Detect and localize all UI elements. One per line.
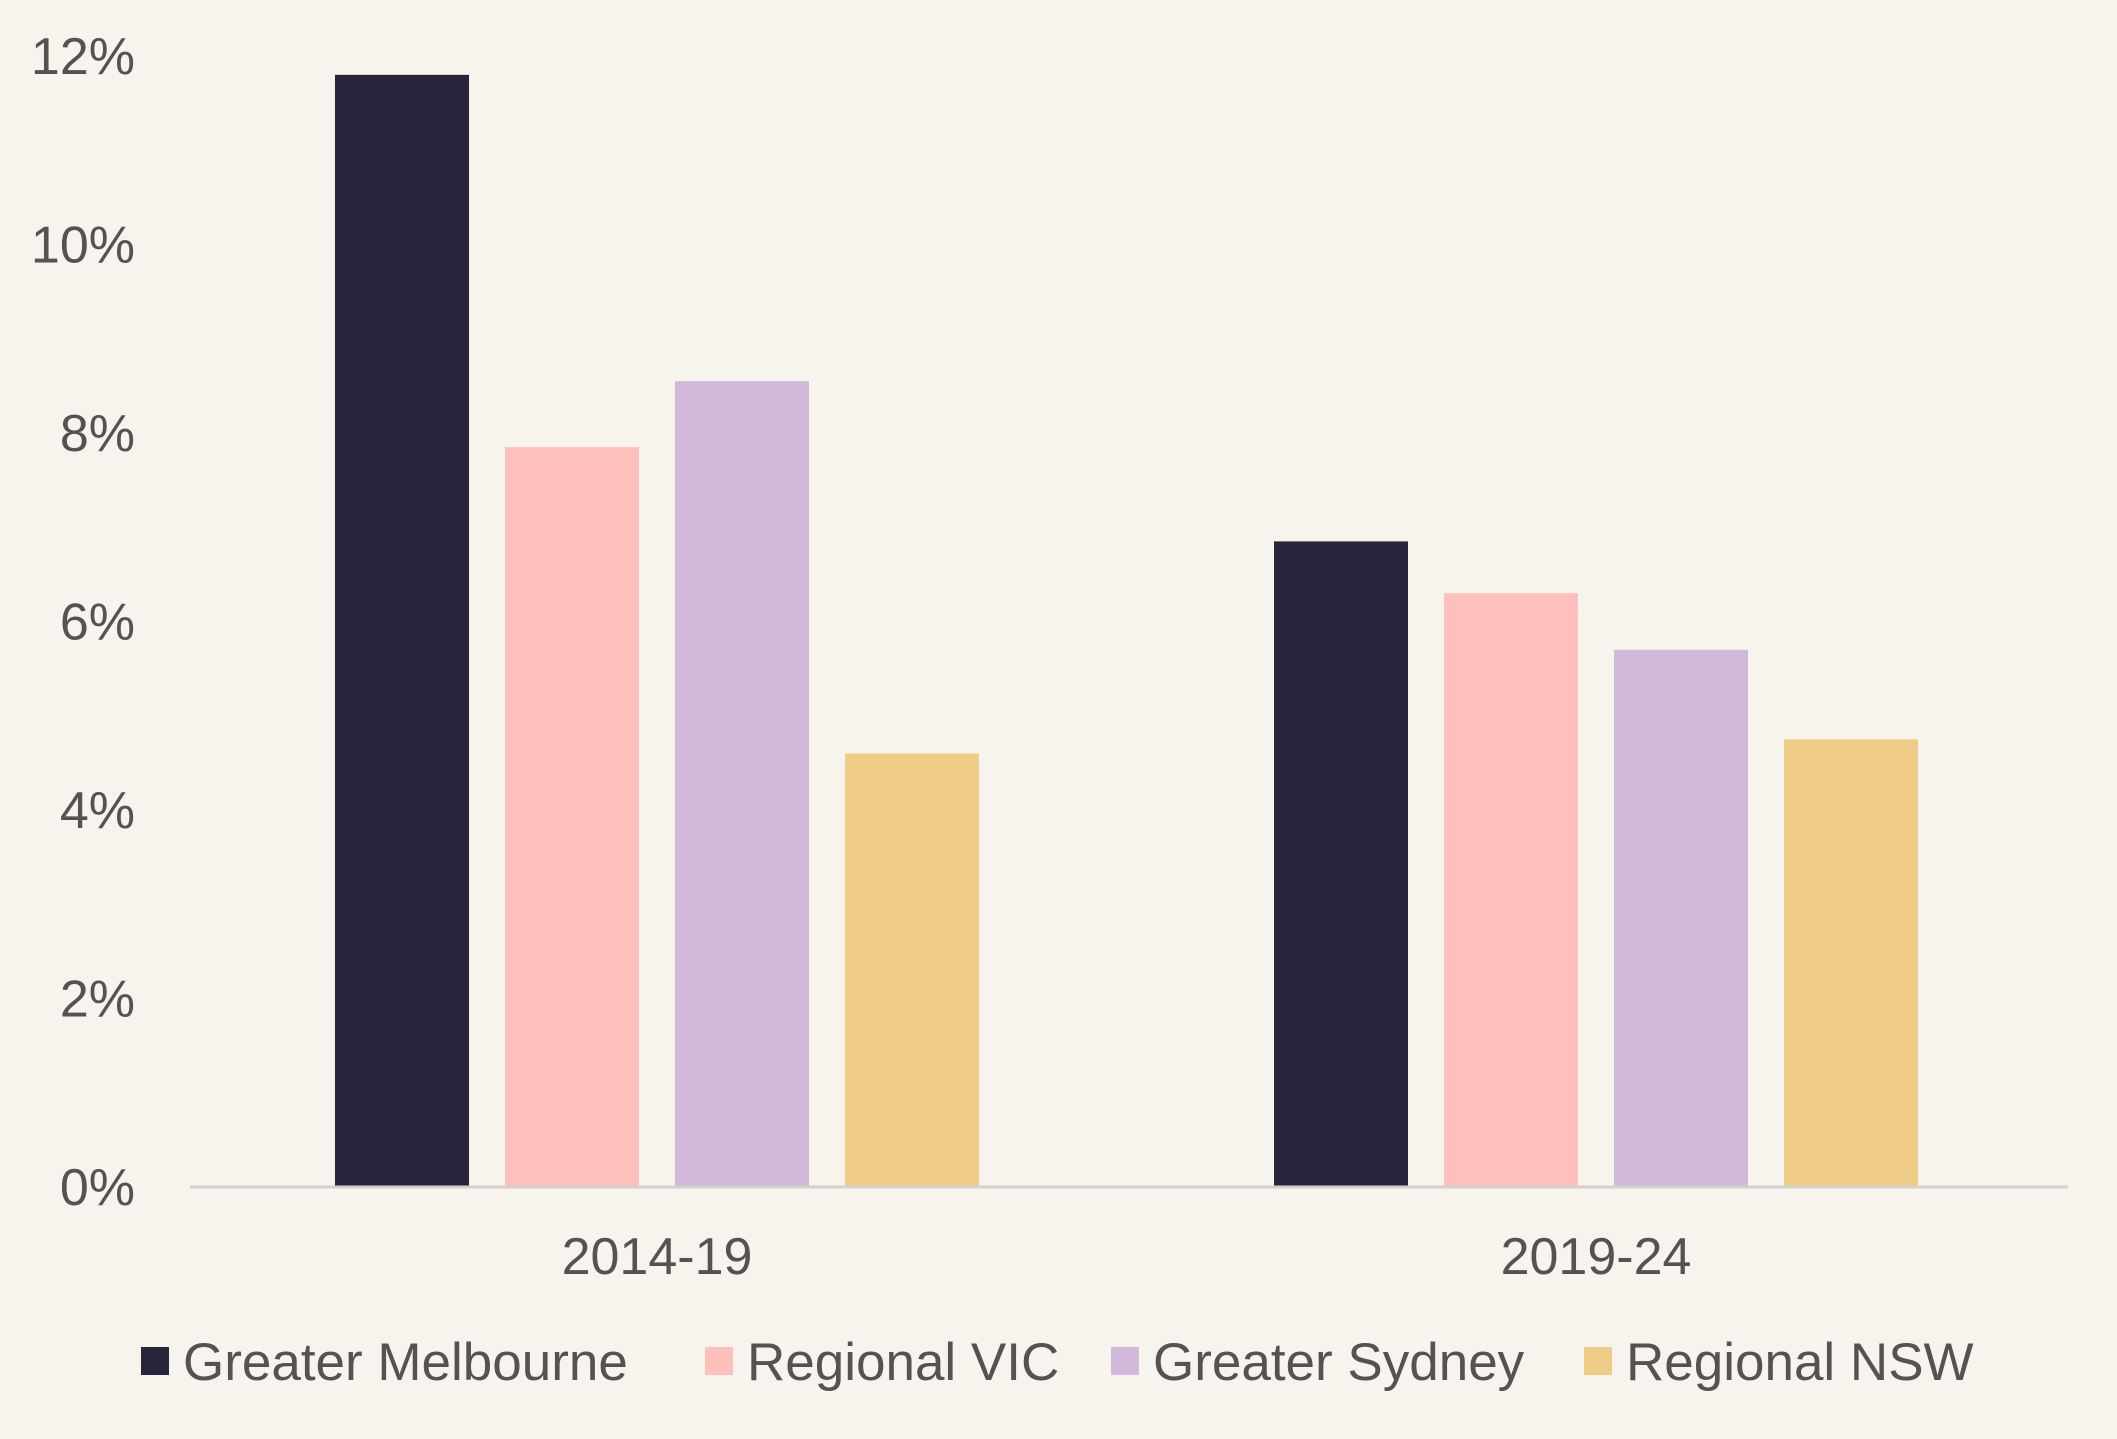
bars [335,74,1918,1188]
bar-greater-sydney-2014-19 [675,381,809,1188]
bar-greater-melbourne-2019-24 [1274,541,1408,1187]
y-tick-label: 4% [60,782,135,840]
bar-greater-melbourne-2014-19 [335,74,469,1188]
y-tick-label: 6% [60,594,135,652]
legend-label: Regional NSW [1626,1333,1974,1392]
legend-label: Greater Sydney [1153,1333,1525,1392]
x-axis: 2014-19 2019-24 [562,1228,1692,1286]
legend-swatch [1584,1347,1612,1375]
y-tick-label: 2% [60,971,135,1029]
y-tick-label: 12% [31,28,135,86]
legend-swatch [141,1347,169,1375]
legend-swatch [705,1347,733,1375]
legend: Greater Melbourne Regional VIC Greater Syd… [141,1333,1974,1392]
bar-regional-nsw-2014-19 [845,753,979,1187]
legend-label: Regional VIC [747,1333,1059,1392]
legend-swatch [1111,1347,1139,1375]
legend-label: Greater Melbourne [183,1333,628,1392]
x-category-label: 2014-19 [562,1228,753,1286]
y-tick-label: 8% [60,405,135,463]
x-category-label: 2019-24 [1501,1228,1692,1286]
bar-regional-vic-2019-24 [1444,593,1578,1187]
bar-greater-sydney-2019-24 [1614,649,1748,1187]
bar-regional-nsw-2019-24 [1784,739,1918,1187]
bar-regional-vic-2014-19 [505,447,639,1187]
y-tick-label: 10% [31,217,135,275]
y-axis: 0% 2% 4% 6% 8% 10% 12% [31,28,135,1217]
y-tick-label: 0% [60,1159,135,1217]
